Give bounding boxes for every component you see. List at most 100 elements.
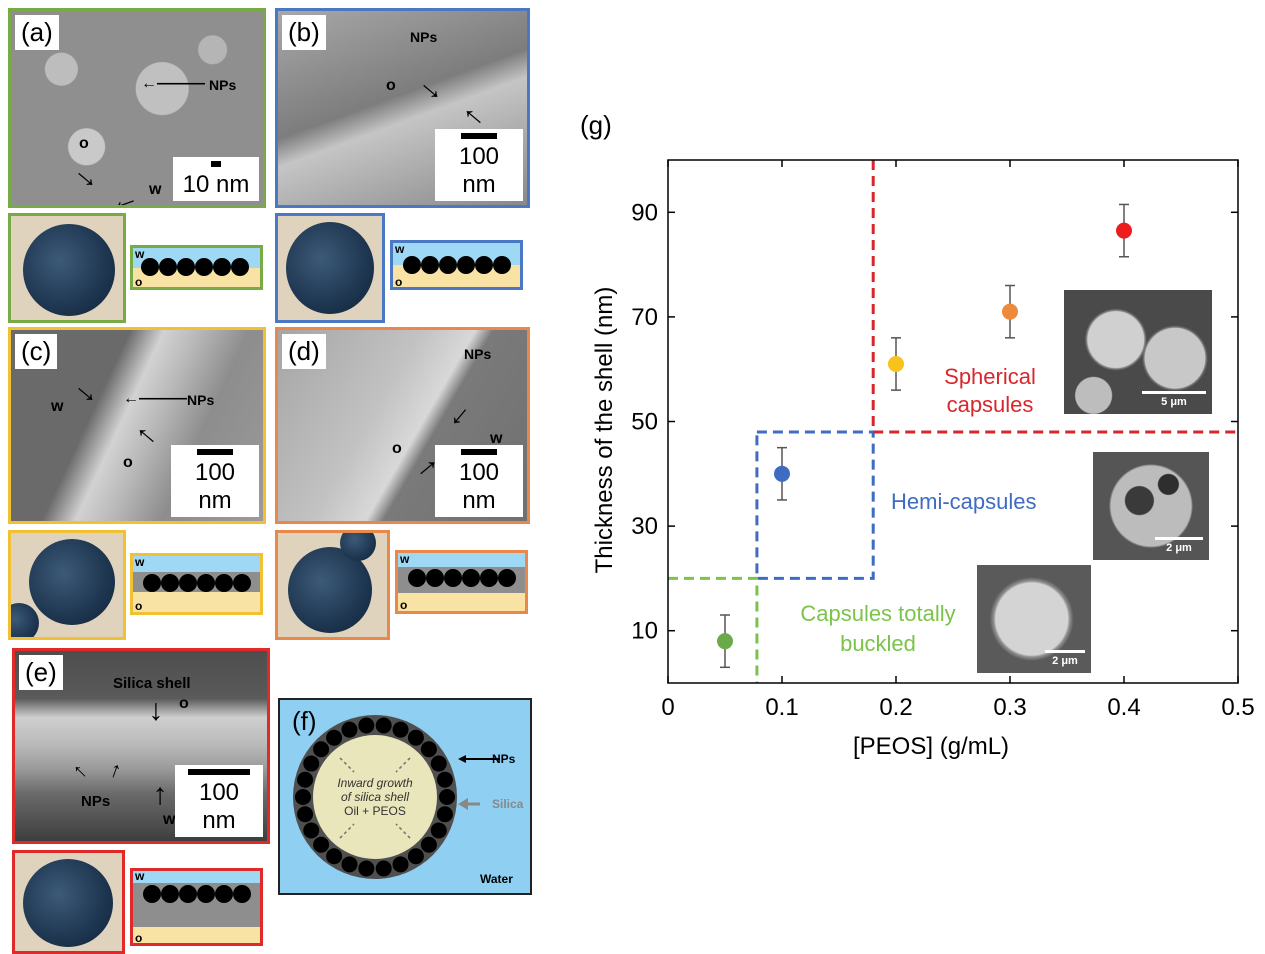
- panel-label: (f): [292, 706, 317, 736]
- interface-schematic-e: w o: [130, 868, 263, 946]
- nanoparticle: [313, 836, 330, 853]
- spherical-annotation: Spherical capsules: [930, 363, 1050, 419]
- droplet-photo-a: [8, 213, 126, 323]
- scale-label: 100 nm: [194, 459, 236, 514]
- np-arrow-2: →: [96, 755, 128, 785]
- x-axis-label: [PEOS] (g/mL): [853, 733, 1010, 760]
- water-label: w: [135, 247, 145, 261]
- nanoparticle: [430, 755, 447, 772]
- water-label: w: [135, 555, 145, 569]
- interface-arrow-1: →: [441, 397, 486, 442]
- panel-c-sem: (c) NPs ←——— w o → → 100 nm: [8, 327, 266, 524]
- oil-peos-label: Oil + PEOS: [344, 804, 406, 818]
- buckled-line-1: Capsules totally: [800, 601, 956, 626]
- water-label: w: [149, 181, 162, 198]
- scale-label: 100 nm: [198, 779, 240, 834]
- np-label: NPs: [492, 752, 516, 766]
- nanoparticle: [297, 806, 314, 823]
- nanoparticle: [430, 822, 447, 839]
- nanoparticle: [420, 741, 437, 758]
- interface-schematic-a: w o: [130, 245, 263, 290]
- interface-arrow-1: →: [411, 65, 456, 110]
- buckled-line-2: buckled: [840, 631, 916, 656]
- scale-bar: 100 nm: [171, 445, 259, 517]
- np-arrow: ←———: [123, 390, 187, 407]
- nanoparticle: [392, 856, 409, 873]
- oil-label: o: [135, 931, 143, 945]
- data-point: [888, 355, 904, 372]
- interface-arrow-1: →: [66, 368, 111, 413]
- nanoparticle: [375, 860, 392, 877]
- inward-growth-text: Inward growth of silica shell Oil + PEOS: [322, 776, 428, 818]
- scale-bar: 100 nm: [435, 129, 523, 201]
- oil-label: o: [135, 599, 143, 613]
- panel-label: (b): [282, 15, 326, 50]
- panel-label: (c): [15, 334, 58, 369]
- y-tick-label: 70: [631, 304, 658, 331]
- nanoparticle: [326, 729, 343, 746]
- hemi-annotation: Hemi-capsules: [891, 489, 1037, 514]
- inset-scale-label: 5 μm: [1161, 396, 1187, 408]
- interface-schematic-d: w o: [395, 550, 528, 614]
- nanoparticle: [303, 755, 320, 772]
- data-point: [1116, 222, 1132, 239]
- droplet-photo-c: [8, 530, 126, 640]
- region-boundary-hemi: [755, 430, 875, 580]
- nanoparticle: [407, 729, 424, 746]
- interface-arrow-1: →: [66, 153, 111, 198]
- nanoparticle: [436, 771, 453, 788]
- water-label: w: [490, 430, 503, 447]
- nanoparticle: [439, 789, 455, 805]
- panel-label: (d): [282, 334, 326, 369]
- interface-schematic-c: w o: [130, 553, 263, 615]
- oil-label: o: [395, 275, 403, 289]
- oil-label: o: [135, 275, 143, 289]
- interface-arrow-2: ←: [104, 178, 144, 208]
- spherical-line-2: capsules: [946, 392, 1034, 417]
- panel-label: (e): [19, 655, 63, 690]
- y-axis-label: Thickness of the shell (nm): [591, 286, 618, 574]
- np-ring: [295, 717, 455, 877]
- panel-e-sem: (e) Silica shell o → NPs → → w → 100 nm: [12, 648, 270, 844]
- panel-f-diagram: (f) Inward growth of silica shell Oil + …: [278, 698, 532, 895]
- np-arrow-1: →: [61, 757, 95, 791]
- x-tick-label: 0.3: [993, 694, 1026, 721]
- shell-arrow: →: [144, 697, 177, 727]
- x-tick-label: 0.2: [879, 694, 912, 721]
- y-tick-label: 10: [631, 618, 658, 645]
- np-label: NPs: [464, 346, 492, 362]
- growth-line-1: Inward growth: [337, 776, 413, 790]
- nanoparticle: [358, 717, 375, 734]
- water-label: w: [163, 811, 176, 828]
- panel-a-sem: (a) NPs ←——— o w → ← 10 nm: [8, 8, 266, 208]
- water-label: Water: [480, 872, 513, 886]
- scale-label: 10 nm: [182, 171, 250, 198]
- x-tick-label: 0.4: [1107, 694, 1140, 721]
- nanoparticle: [295, 789, 311, 805]
- scale-label: 100 nm: [458, 143, 500, 198]
- y-tick-label: 90: [631, 199, 658, 226]
- nanoparticle: [313, 741, 330, 758]
- scale-bar: 100 nm: [175, 765, 263, 837]
- nanoparticle: [341, 721, 358, 738]
- np-label: NPs: [410, 29, 438, 45]
- y-tick-label: 50: [631, 409, 658, 436]
- oil-label: o: [123, 454, 133, 471]
- nanoparticle: [420, 836, 437, 853]
- inset-sem-spherical: 5 μm: [1064, 290, 1212, 414]
- inset-scale-label: 2 μm: [1166, 542, 1192, 554]
- growth-line-2: of silica shell: [340, 790, 410, 804]
- scale-label: 100 nm: [458, 459, 500, 514]
- shell-label: Silica shell: [113, 675, 191, 692]
- np-label: NPs: [81, 793, 111, 810]
- inset-sem-hemi: 2 μm: [1093, 452, 1209, 560]
- np-label: NPs: [209, 77, 237, 93]
- nanoparticle: [341, 856, 358, 873]
- nanoparticle: [375, 717, 392, 734]
- interface-schematic-b: w o: [390, 240, 523, 290]
- oil-label: o: [179, 695, 189, 712]
- x-tick-label: 0: [661, 694, 674, 721]
- scale-bar: 10 nm: [173, 157, 259, 201]
- data-point: [717, 633, 733, 650]
- oil-label: o: [386, 77, 396, 94]
